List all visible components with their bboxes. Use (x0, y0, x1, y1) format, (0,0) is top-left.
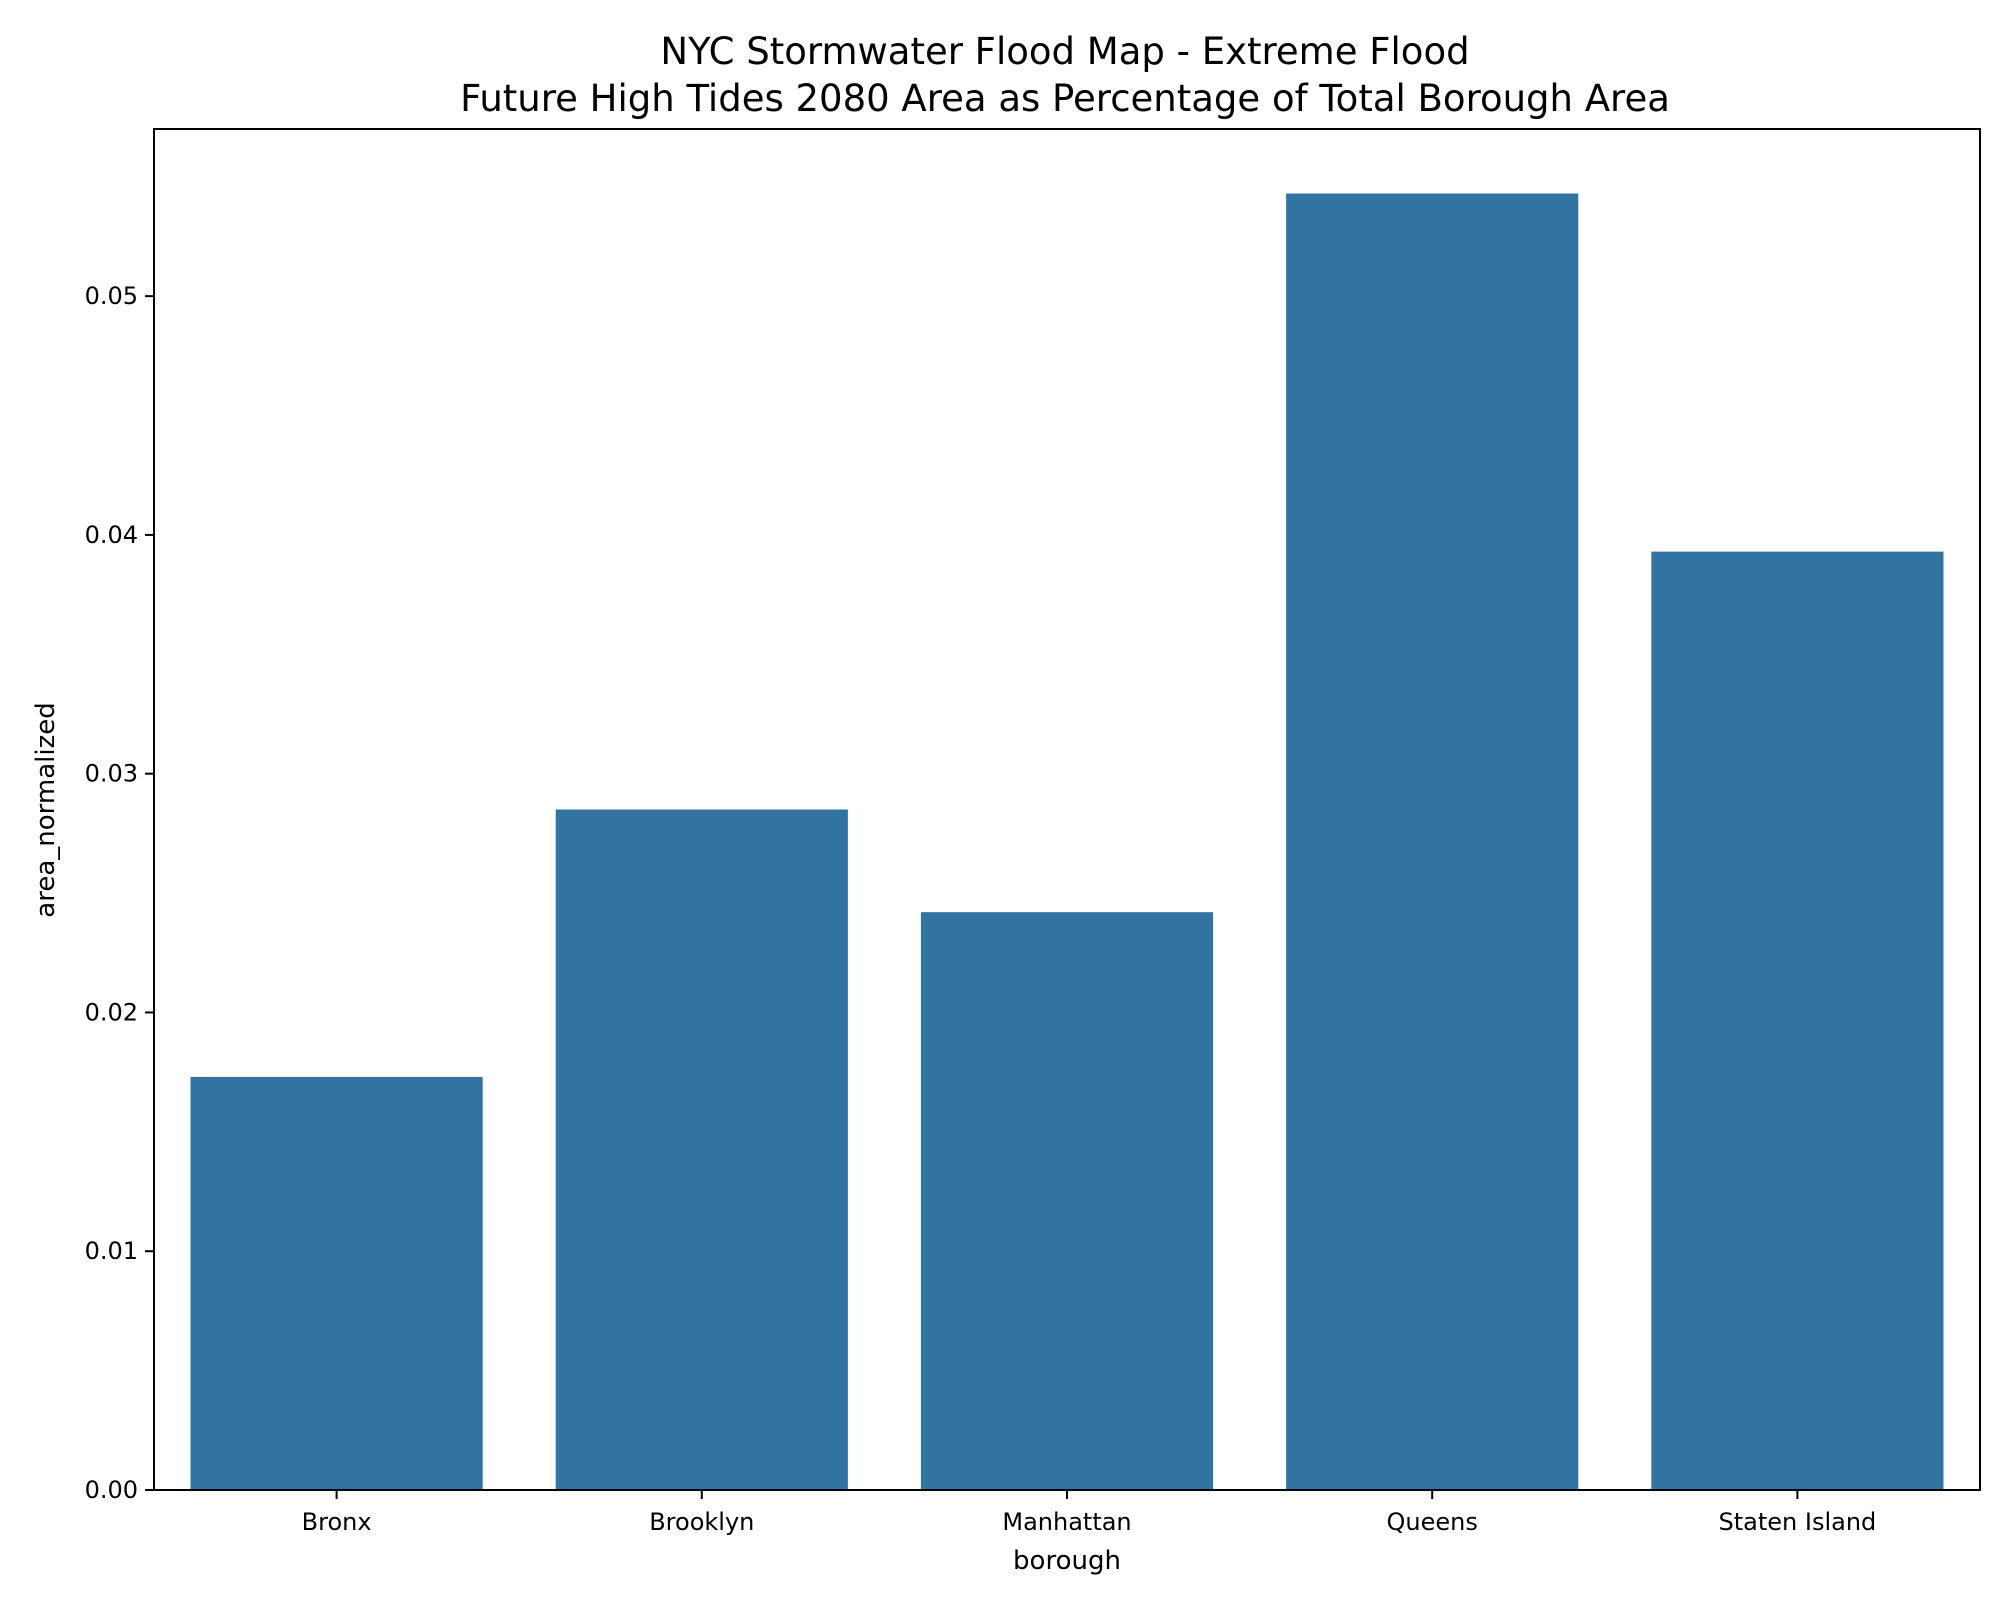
bar-staten-island (1651, 551, 1944, 1490)
x-tick-label: Staten Island (1719, 1508, 1877, 1536)
chart-subtitle: Future High Tides 2080 Area as Percentag… (460, 77, 1670, 120)
y-axis-label: area_normalized (31, 702, 61, 917)
x-tick-label: Brooklyn (649, 1508, 754, 1536)
y-axis-ticks: 0.00 0.01 0.02 0.03 0.04 0.05 (85, 282, 154, 1504)
x-tick-label: Manhattan (1002, 1508, 1131, 1536)
bar-manhattan (920, 912, 1214, 1490)
chart-title: NYC Stormwater Flood Map - Extreme Flood (660, 30, 1469, 73)
x-axis-label: borough (1013, 1546, 1121, 1576)
y-tick-label: 0.00 (85, 1476, 138, 1504)
y-tick-label: 0.03 (85, 760, 138, 788)
bar-brooklyn (555, 809, 848, 1490)
y-tick-label: 0.02 (85, 998, 138, 1026)
x-tick-label: Bronx (302, 1508, 372, 1536)
y-tick-label: 0.04 (85, 521, 138, 549)
y-tick-label: 0.05 (85, 282, 138, 310)
x-tick-label: Queens (1387, 1508, 1478, 1536)
x-axis-ticks: Bronx Brooklyn Manhattan Queens Staten Islan… (302, 1490, 1877, 1536)
bars-group (190, 193, 1944, 1491)
bar-queens (1286, 193, 1579, 1491)
y-tick-label: 0.01 (85, 1237, 138, 1265)
plot-frame (153, 128, 1981, 1491)
bar-bronx (190, 1076, 483, 1490)
